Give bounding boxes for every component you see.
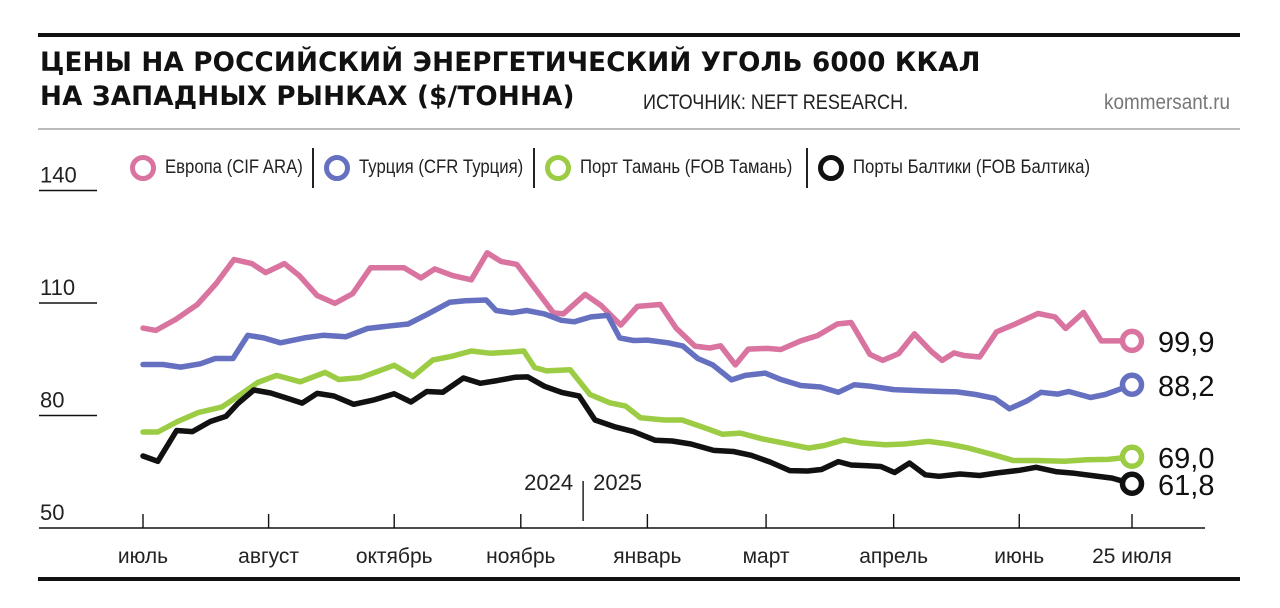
legend-separator (533, 148, 536, 188)
top-rule (38, 33, 1240, 37)
end-marker (1119, 328, 1145, 354)
bottom-rule (38, 577, 1240, 581)
x-tick-label: 25 июля (1092, 545, 1172, 568)
y-tick-label: 110 (40, 275, 75, 300)
ring-marker-icon (545, 155, 572, 181)
end-labels: 99,9 88,2 69,061,8 (1158, 327, 1214, 502)
year-label-2025: 2025 (593, 470, 642, 495)
year-label-2024: 2024 (524, 470, 573, 495)
legend-item-baltic: Порты Балтики (FOB Балтика) (817, 155, 1122, 181)
end-marker (1119, 471, 1145, 496)
series-line-3 (140, 374, 1135, 487)
legend-label: Порт Тамань (FOB Тамань) (580, 157, 793, 178)
chart-title: ЦЕНЫ НА РОССИЙСКИЙ ЭНЕРГЕТИЧЕСКИЙ УГОЛЬ … (40, 46, 981, 114)
end-value-label: 69,0 (1158, 443, 1214, 475)
ring-marker-icon (130, 155, 156, 181)
legend-item-europe: Европа (CIF ARA) (130, 155, 322, 181)
legend-separator (805, 148, 808, 188)
series-line-2 (140, 348, 1135, 465)
legend-separator (311, 148, 314, 188)
x-tick-label: июнь (994, 545, 1044, 568)
end-value-label: 88,2 (1158, 371, 1214, 403)
y-tick-label: 50 (40, 500, 64, 525)
end-marker (1119, 372, 1145, 397)
axes: 50 80 110 140 июль август октябрь ноябрь январь м… (39, 163, 1205, 568)
legend: Европа (CIF ARA) Турция (CFR Турция) Пор… (130, 146, 1122, 190)
site-credit: kommersant.ru (1103, 91, 1230, 114)
x-tick-label: март (743, 545, 790, 568)
series-lines (140, 250, 1145, 496)
y-tick-label: 140 (40, 163, 77, 188)
legend-label: Европа (CIF ARA) (165, 157, 303, 178)
chart-title-line2: НА ЗАПАДНЫХ РЫНКАХ ($/ТОННА) (40, 81, 575, 112)
series-line-0 (140, 250, 1135, 368)
x-tick-label: апрель (859, 545, 928, 568)
series-line-1 (140, 297, 1135, 412)
x-tick-label: январь (613, 545, 681, 568)
legend-label: Порты Балтики (FOB Балтика) (852, 157, 1090, 178)
x-tick-label: август (238, 545, 299, 568)
end-marker (1119, 444, 1145, 469)
ring-marker-icon (817, 155, 844, 181)
y-tick-label: 80 (40, 388, 64, 413)
x-tick-label: июль (118, 545, 168, 568)
x-tick-label: ноябрь (486, 545, 555, 568)
legend-item-turkey: Турция (CFR Турция) (323, 155, 546, 181)
header-divider (38, 128, 1240, 130)
legend-item-taman: Порт Тамань (FOB Тамань) (545, 155, 821, 181)
source-note: ИСТОЧНИК: NEFT RESEARCH. (643, 91, 909, 114)
chart-title-line1: ЦЕНЫ НА РОССИЙСКИЙ ЭНЕРГЕТИЧЕСКИЙ УГОЛЬ … (40, 47, 981, 78)
end-value-label: 99,9 (1158, 327, 1214, 359)
legend-label: Турция (CFR Турция) (358, 157, 523, 178)
ring-marker-icon (323, 155, 350, 181)
x-tick-label: октябрь (356, 545, 433, 568)
end-value-label: 61,8 (1158, 470, 1214, 502)
